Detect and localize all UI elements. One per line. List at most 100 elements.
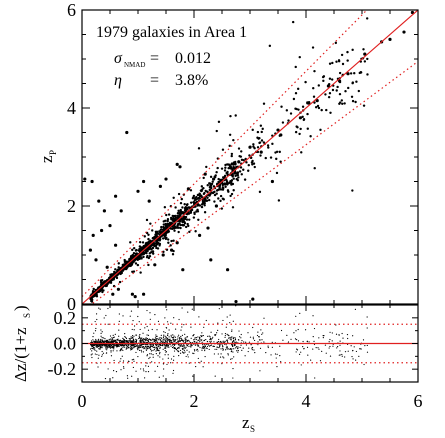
residual-point bbox=[146, 345, 149, 347]
dense-point bbox=[131, 262, 134, 265]
residual-point bbox=[184, 351, 186, 353]
residual-outlier-point bbox=[151, 339, 153, 341]
residual-point bbox=[233, 348, 235, 350]
residual-outlier-point bbox=[132, 319, 134, 322]
residual-outlier-point bbox=[94, 353, 96, 355]
residual-axis-ticks: 0 2 4 6 0.2 0.0 -0.2 bbox=[48, 305, 423, 411]
dense-point bbox=[328, 91, 332, 95]
dense-point bbox=[205, 165, 208, 169]
residual-point bbox=[293, 290, 294, 291]
dense-point bbox=[210, 182, 214, 186]
dense-point bbox=[256, 130, 260, 134]
residual-point bbox=[315, 347, 317, 349]
residual-point bbox=[226, 346, 228, 349]
dense-point bbox=[366, 57, 369, 61]
dense-point bbox=[298, 132, 301, 136]
residual-outlier-point bbox=[122, 360, 125, 362]
dense-point bbox=[224, 163, 227, 167]
dense-point bbox=[328, 77, 332, 80]
zs-letter: z bbox=[242, 413, 250, 432]
residual-point bbox=[231, 341, 234, 343]
dense-point bbox=[232, 189, 235, 192]
dense-point bbox=[297, 108, 300, 111]
dense-point bbox=[351, 82, 354, 85]
dense-point bbox=[175, 226, 178, 229]
residual-point bbox=[328, 347, 330, 349]
dense-point bbox=[146, 254, 149, 258]
residual-point bbox=[171, 344, 174, 346]
residual-point bbox=[341, 355, 343, 357]
dense-point bbox=[183, 203, 186, 206]
residual-point bbox=[125, 336, 127, 339]
x-tick-label: 6 bbox=[414, 391, 423, 411]
residual-point bbox=[364, 345, 366, 347]
residual-point bbox=[181, 345, 183, 347]
dense-point bbox=[181, 223, 184, 227]
data-point bbox=[133, 295, 137, 299]
dense-point bbox=[157, 232, 160, 235]
residual-point bbox=[332, 345, 334, 347]
dense-point bbox=[334, 41, 338, 45]
residual-point bbox=[91, 353, 93, 355]
residual-point bbox=[124, 333, 126, 335]
residual-point bbox=[206, 345, 209, 348]
main-axis-ticks: 0 2 4 6 bbox=[67, 0, 419, 314]
residual-point bbox=[163, 338, 165, 340]
residual-point bbox=[111, 337, 113, 339]
residual-point bbox=[170, 339, 172, 342]
residual-outlier-point bbox=[137, 347, 139, 349]
dense-point bbox=[186, 213, 189, 216]
data-point bbox=[91, 233, 95, 237]
residual-outlier-point bbox=[107, 307, 109, 310]
residual-point bbox=[110, 345, 112, 347]
residual-point bbox=[181, 347, 183, 350]
residual-point bbox=[95, 338, 97, 341]
dense-point bbox=[267, 146, 270, 149]
residual-outlier-point bbox=[114, 340, 116, 342]
dense-point bbox=[215, 129, 218, 133]
residual-point bbox=[166, 339, 168, 341]
residual-point bbox=[162, 339, 164, 341]
residual-outlier-point bbox=[138, 335, 140, 337]
dense-point bbox=[132, 246, 136, 250]
residual-point bbox=[116, 345, 118, 347]
dense-point bbox=[258, 136, 261, 140]
residual-point bbox=[164, 344, 166, 346]
residual-point bbox=[217, 322, 219, 324]
dense-point bbox=[162, 223, 165, 226]
residual-outlier-point bbox=[95, 313, 98, 315]
residual-point bbox=[355, 359, 357, 361]
residual-point bbox=[257, 331, 259, 333]
dense-point bbox=[182, 219, 185, 222]
residual-point bbox=[233, 356, 235, 358]
residual-point bbox=[234, 337, 236, 339]
residual-point bbox=[359, 348, 361, 350]
residual-point bbox=[342, 337, 344, 339]
residual-point bbox=[227, 353, 229, 355]
residual-point bbox=[90, 354, 92, 356]
residual-point bbox=[152, 341, 154, 343]
residual-point bbox=[219, 345, 221, 347]
dense-point bbox=[261, 127, 264, 131]
residual-point bbox=[159, 346, 161, 349]
residual-point bbox=[172, 372, 174, 374]
residual-point bbox=[111, 346, 113, 349]
residual-point bbox=[154, 337, 157, 339]
residual-point bbox=[297, 328, 299, 331]
residual-point bbox=[175, 338, 177, 341]
dense-point bbox=[167, 213, 171, 216]
residual-point bbox=[186, 345, 188, 347]
residual-point bbox=[224, 336, 226, 338]
residual-outlier-point bbox=[133, 325, 136, 327]
residual-point bbox=[335, 324, 337, 326]
residual-point bbox=[111, 338, 114, 340]
dense-point bbox=[229, 114, 232, 118]
residual-point bbox=[155, 334, 157, 336]
dense-point bbox=[234, 174, 237, 178]
residual-point bbox=[172, 369, 175, 372]
residual-point bbox=[101, 354, 104, 356]
residual-point bbox=[135, 338, 137, 340]
data-point bbox=[203, 172, 207, 176]
dense-point bbox=[327, 95, 331, 99]
residual-point bbox=[100, 329, 102, 331]
